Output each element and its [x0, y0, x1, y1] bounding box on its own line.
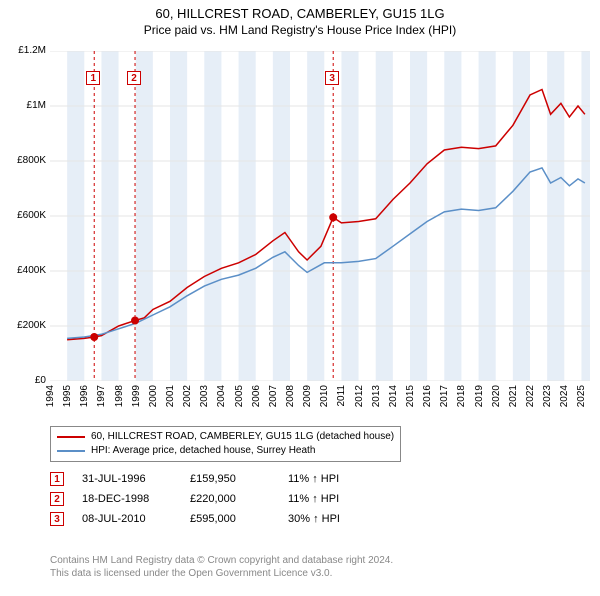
attribution-text: Contains HM Land Registry data © Crown c…	[50, 554, 393, 580]
sale-date: 18-DEC-1998	[82, 493, 172, 505]
x-tick-label: 1996	[79, 385, 90, 407]
sale-pct: 30% ↑ HPI	[288, 513, 388, 525]
legend-swatch	[57, 450, 85, 452]
x-tick-label: 2021	[508, 385, 519, 407]
y-tick-label: £0	[6, 375, 46, 386]
x-tick-label: 1994	[45, 385, 56, 407]
sale-marker-1: 1	[86, 71, 100, 85]
x-tick-label: 2005	[234, 385, 245, 407]
sale-row: 2 18-DEC-1998 £220,000 11% ↑ HPI	[50, 492, 388, 506]
x-tick-label: 2022	[525, 385, 536, 407]
sale-row-marker: 3	[50, 512, 64, 526]
x-tick-label: 2001	[165, 385, 176, 407]
x-tick-label: 2014	[388, 385, 399, 407]
x-tick-label: 2002	[182, 385, 193, 407]
y-tick-label: £600K	[6, 210, 46, 221]
x-tick-label: 2008	[285, 385, 296, 407]
x-tick-label: 1995	[62, 385, 73, 407]
x-tick-label: 2009	[302, 385, 313, 407]
sale-row: 3 08-JUL-2010 £595,000 30% ↑ HPI	[50, 512, 388, 526]
x-tick-label: 2023	[542, 385, 553, 407]
sale-marker-3: 3	[325, 71, 339, 85]
x-tick-label: 2012	[354, 385, 365, 407]
y-tick-label: £1M	[6, 100, 46, 111]
sale-date: 08-JUL-2010	[82, 513, 172, 525]
y-tick-label: £400K	[6, 265, 46, 276]
x-tick-label: 2000	[148, 385, 159, 407]
x-tick-label: 2003	[199, 385, 210, 407]
chart-container: 60, HILLCREST ROAD, CAMBERLEY, GU15 1LG …	[0, 6, 600, 596]
x-tick-label: 2016	[422, 385, 433, 407]
chart-subtitle: Price paid vs. HM Land Registry's House …	[0, 23, 600, 37]
chart-title: 60, HILLCREST ROAD, CAMBERLEY, GU15 1LG	[0, 6, 600, 21]
legend-row: HPI: Average price, detached house, Surr…	[57, 444, 394, 458]
chart-svg	[50, 51, 590, 381]
chart-plot-area	[50, 51, 590, 381]
legend-row: 60, HILLCREST ROAD, CAMBERLEY, GU15 1LG …	[57, 430, 394, 444]
y-tick-label: £800K	[6, 155, 46, 166]
sale-pct: 11% ↑ HPI	[288, 493, 388, 505]
x-tick-label: 2007	[268, 385, 279, 407]
sale-row-marker: 1	[50, 472, 64, 486]
sale-price: £159,950	[190, 473, 270, 485]
sale-row: 1 31-JUL-1996 £159,950 11% ↑ HPI	[50, 472, 388, 486]
y-tick-label: £1.2M	[6, 45, 46, 56]
sale-price: £220,000	[190, 493, 270, 505]
x-tick-label: 2006	[251, 385, 262, 407]
x-tick-label: 1997	[96, 385, 107, 407]
x-tick-label: 2011	[336, 385, 347, 407]
x-tick-label: 2017	[439, 385, 450, 407]
x-tick-label: 2015	[405, 385, 416, 407]
x-tick-label: 2020	[491, 385, 502, 407]
legend-label: HPI: Average price, detached house, Surr…	[91, 444, 315, 458]
y-tick-label: £200K	[6, 320, 46, 331]
x-tick-label: 2025	[576, 385, 587, 407]
sale-date: 31-JUL-1996	[82, 473, 172, 485]
attribution-line1: Contains HM Land Registry data © Crown c…	[50, 554, 393, 567]
x-tick-label: 2018	[456, 385, 467, 407]
x-tick-label: 2013	[371, 385, 382, 407]
sale-pct: 11% ↑ HPI	[288, 473, 388, 485]
x-tick-label: 2024	[559, 385, 570, 407]
legend-swatch	[57, 436, 85, 438]
sales-table: 1 31-JUL-1996 £159,950 11% ↑ HPI 2 18-DEC-199…	[50, 466, 388, 532]
sale-price: £595,000	[190, 513, 270, 525]
x-tick-label: 2010	[319, 385, 330, 407]
x-tick-label: 2004	[216, 385, 227, 407]
x-tick-label: 1999	[131, 385, 142, 407]
legend-label: 60, HILLCREST ROAD, CAMBERLEY, GU15 1LG …	[91, 430, 394, 444]
sale-marker-2: 2	[127, 71, 141, 85]
x-tick-label: 2019	[474, 385, 485, 407]
legend-box: 60, HILLCREST ROAD, CAMBERLEY, GU15 1LG …	[50, 426, 401, 462]
sale-row-marker: 2	[50, 492, 64, 506]
attribution-line2: This data is licensed under the Open Gov…	[50, 567, 393, 580]
x-tick-label: 1998	[114, 385, 125, 407]
